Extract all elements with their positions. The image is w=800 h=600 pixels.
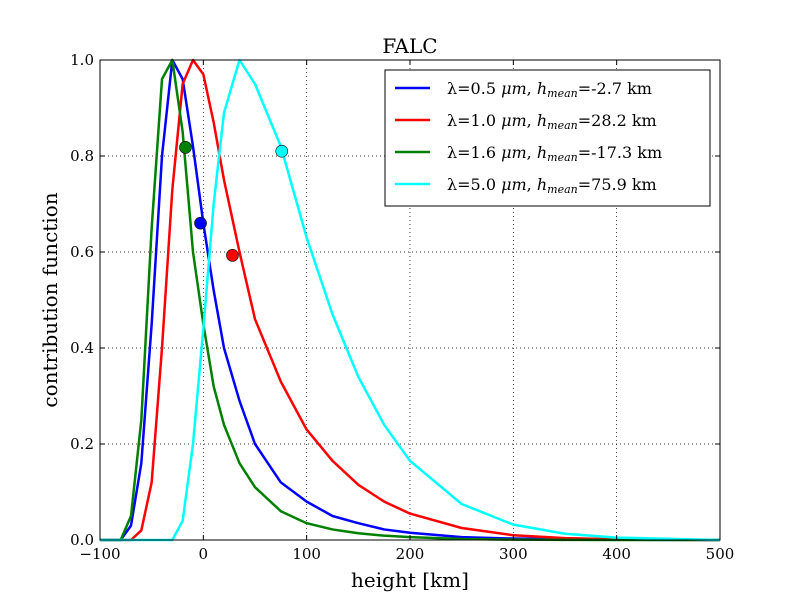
legend-post-3: =75.9 km [578,175,657,194]
y-axis-label: contribution function [38,192,62,407]
legend-sub-3: mean [547,183,578,196]
legend-unit-1: μm [501,111,527,130]
legend-mid-3: , [527,175,537,194]
x-tick-label: 100 [292,545,321,563]
x-tick-label: 0 [199,545,209,563]
x-tick-label: 500 [706,545,735,563]
legend-pre-0: λ=0.5 [447,79,501,98]
y-tick-label: 0.2 [70,435,94,453]
y-tick-label: 0.0 [70,531,94,549]
series-line-0 [100,58,721,542]
legend-sub-1: mean [547,119,578,132]
series-line-2 [100,58,721,542]
legend: λ=0.5 μm, hmean=-2.7 kmλ=1.0 μm, hmean=2… [384,69,711,207]
legend-post-1: =28.2 km [578,111,657,130]
legend-h-1: h [537,111,547,130]
x-tick-label: −100 [79,545,120,563]
legend-pre-1: λ=1.0 [447,111,501,130]
series-line-1 [100,58,721,542]
legend-mid-2: , [527,143,537,162]
y-tick-label: 0.4 [70,339,94,357]
axis-ticks: −100 0 100 200 300 400 500 0.0 0.2 0.4 0.6 0.8 1.0 [70,51,734,563]
legend-entry-1: λ=1.0 μm, hmean=28.2 km [447,111,657,132]
legend-unit-0: μm [501,79,527,98]
y-tick-label: 0.6 [70,243,94,261]
legend-unit-3: μm [501,175,527,194]
legend-sub-0: mean [547,87,578,100]
series-mean-marker-3 [275,144,289,158]
y-tick-label: 0.8 [70,147,94,165]
legend-pre-2: λ=1.6 [447,143,501,162]
legend-mid-0: , [527,79,537,98]
series-markers [179,141,289,262]
legend-post-2: =-17.3 km [578,143,662,162]
legend-h-2: h [537,143,547,162]
legend-mid-1: , [527,111,537,130]
x-axis-label: height [km] [351,568,469,592]
legend-entry-0: λ=0.5 μm, hmean=-2.7 km [447,79,652,100]
y-tick-label: 1.0 [70,51,94,69]
series-mean-marker-2 [179,141,192,154]
legend-post-0: =-2.7 km [578,79,652,98]
legend-h-0: h [537,79,547,98]
legend-entry-3: λ=5.0 μm, hmean=75.9 km [447,175,657,196]
series-mean-marker-0 [194,216,207,230]
legend-h-3: h [537,175,547,194]
series-mean-marker-1 [226,249,239,262]
x-tick-label: 200 [396,545,425,563]
legend-sub-2: mean [547,151,578,164]
x-tick-label: 300 [499,545,528,563]
legend-unit-2: μm [501,143,527,162]
chart-title: FALC [382,34,437,58]
legend-box [384,69,711,207]
series-lines [100,58,721,542]
x-tick-label: 400 [602,545,631,563]
legend-pre-3: λ=5.0 [447,175,501,194]
legend-entry-2: λ=1.6 μm, hmean=-17.3 km [447,143,662,164]
